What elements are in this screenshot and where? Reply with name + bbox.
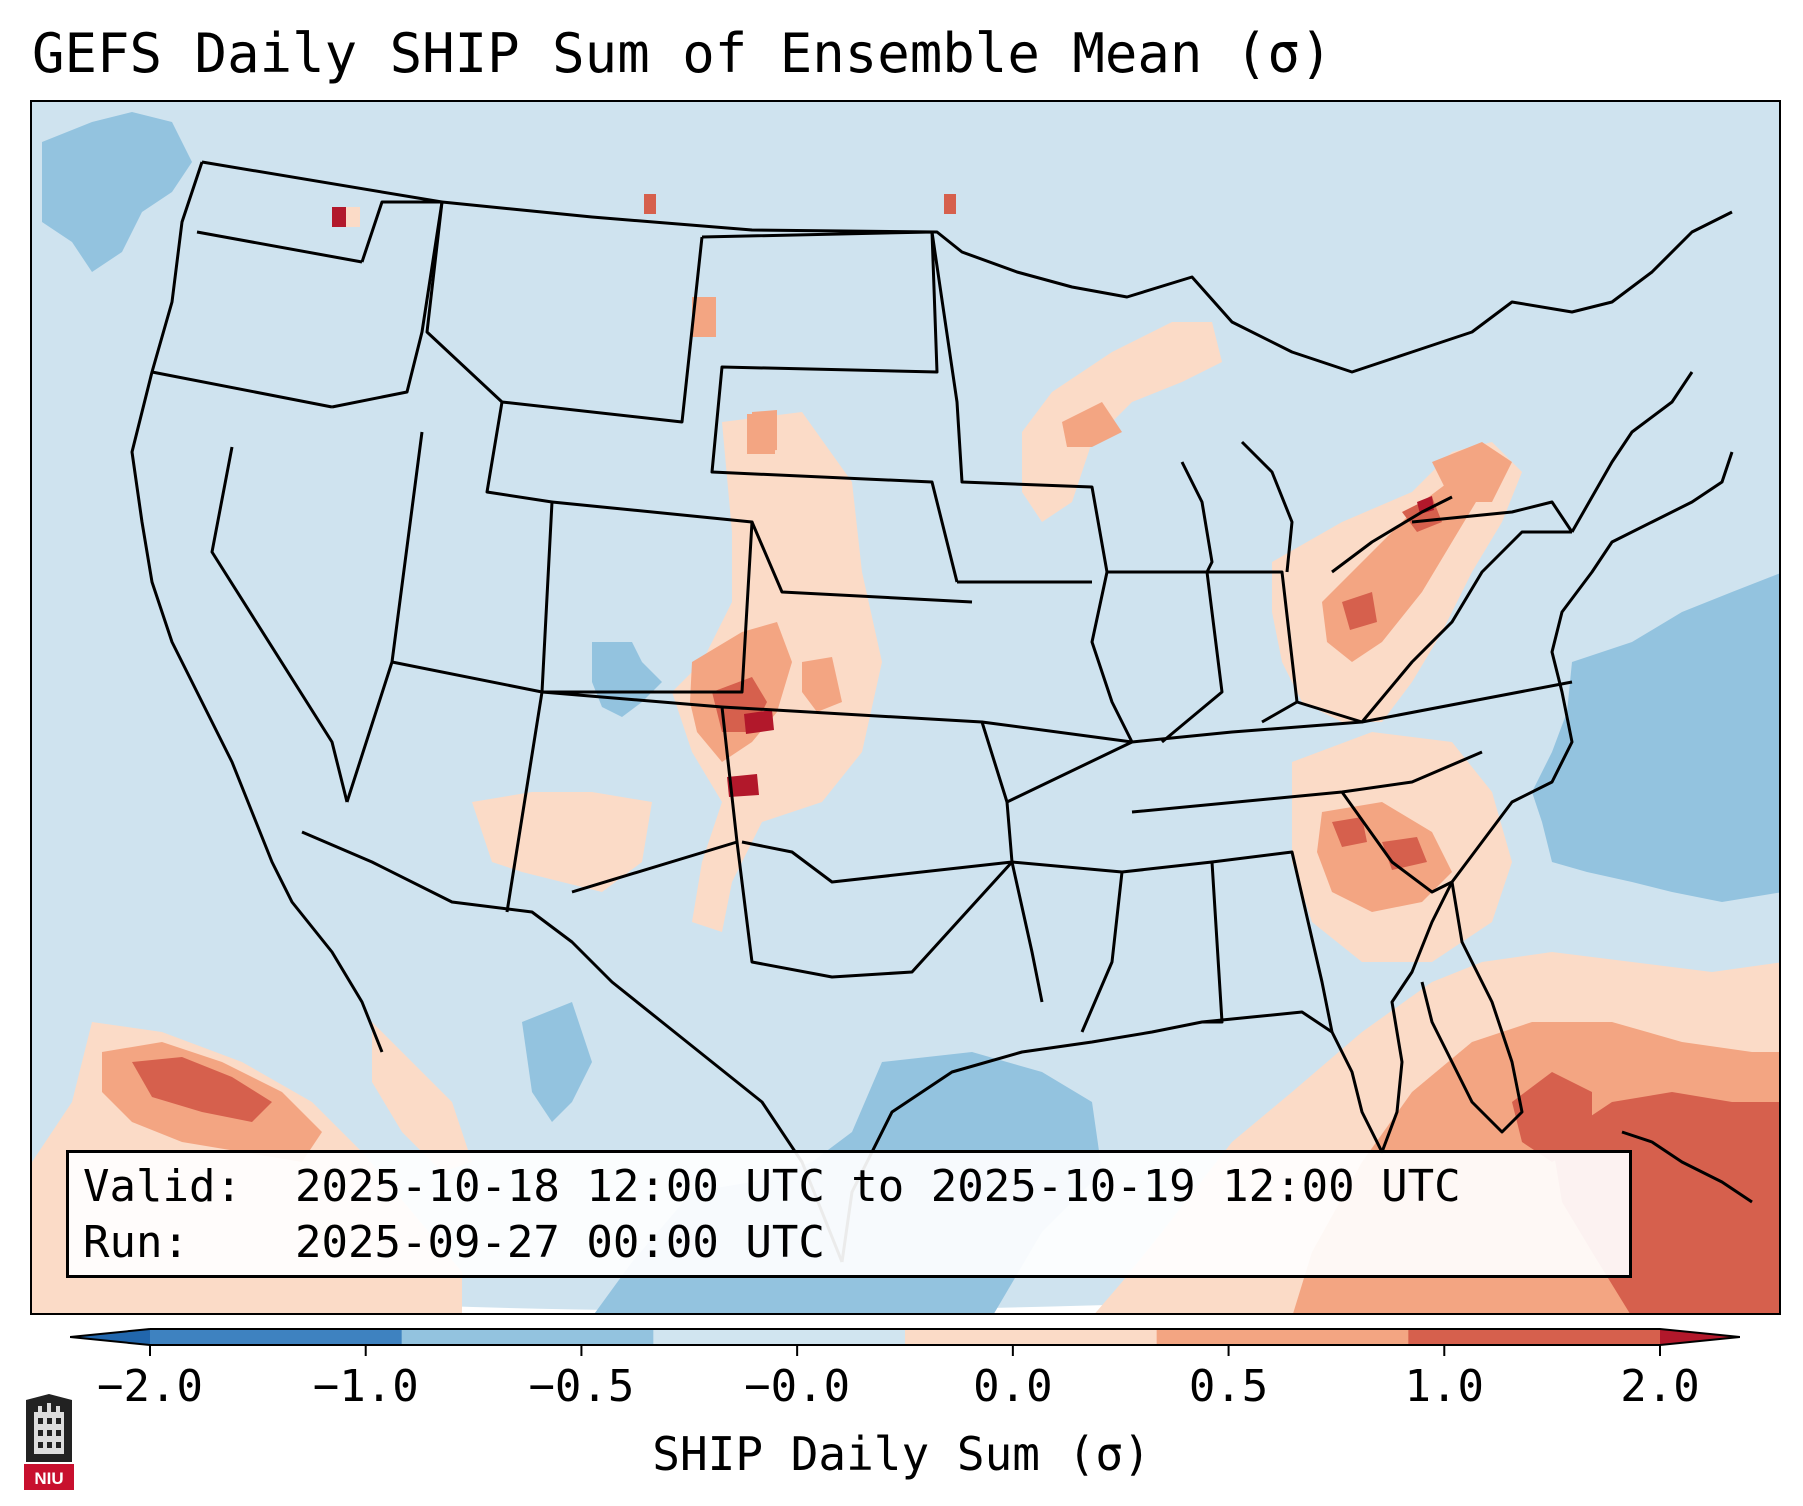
colorbar-label: SHIP Daily Sum (σ) (652, 1427, 1151, 1481)
mexico-negative-region (522, 1002, 592, 1122)
florida-east (1420, 881, 1524, 1134)
colorbar-extend-high (1660, 1329, 1740, 1345)
carolinas-positive-strong (1332, 817, 1367, 847)
kansas-positive-medium (802, 657, 842, 712)
colorado-positive-dark-2 (727, 774, 759, 797)
north-dakota-positive-cell (944, 194, 956, 214)
east-coast (1450, 451, 1734, 883)
colorbar-tick-label: −0.0 (744, 1361, 851, 1412)
niu-logo: NIU (24, 1394, 74, 1490)
az-nm-border (505, 691, 544, 913)
id-border (331, 200, 444, 409)
colorbar-tick-label: −1.0 (312, 1361, 419, 1412)
logo-text: NIU (34, 1469, 63, 1488)
ca-nv-border (210, 446, 349, 803)
pa-ny-border (1411, 500, 1574, 533)
colorbar-tick-label: 1.0 (1404, 1361, 1485, 1412)
upper-midwest-positive-light (1022, 322, 1222, 522)
run-label: Run: (83, 1217, 189, 1268)
washington-positive-cell-2 (346, 207, 360, 227)
colorbar-tick-label: 0.5 (1188, 1361, 1269, 1412)
wisconsin-positive-medium (1062, 402, 1122, 447)
colorado-positive-dark-1 (744, 710, 774, 734)
us-canada-border (201, 160, 1733, 374)
ar-la-border (1011, 860, 1124, 1033)
ms-al-border (1121, 860, 1224, 1024)
mo-ar-border (981, 720, 1133, 744)
or-ca-border (151, 370, 333, 409)
valid-row: Valid: 2025-10-18 12:00 UTC to 2025-10-1… (83, 1159, 1615, 1215)
colorbar (70, 1328, 1740, 1356)
run-value: 2025-09-27 00:00 UTC (295, 1217, 825, 1268)
west-coast (130, 161, 384, 1053)
ohio-positive-strong (1342, 592, 1377, 630)
ne-ks-border (750, 521, 973, 604)
tx-border (735, 841, 1044, 1003)
colorbar-tick-label: 0.0 (973, 1361, 1053, 1412)
washington-positive-cell (332, 207, 346, 227)
colorbar-segment (905, 1329, 1158, 1345)
colorbar-segments (150, 1329, 1661, 1345)
colorbar-segment (150, 1329, 403, 1345)
gulf-coast (840, 881, 1454, 1263)
great-lakes-erie (1331, 495, 1453, 574)
southwest-positive-light (472, 792, 652, 892)
in-oh-border (1207, 570, 1299, 724)
il-in-border (1107, 570, 1224, 744)
florida-positive-strong (1512, 1072, 1592, 1162)
colorbar-tick-label: 2.0 (1620, 1361, 1700, 1412)
colorbar-segment (401, 1329, 654, 1345)
colorbar-segment (1408, 1329, 1661, 1345)
wy-co-border (542, 500, 754, 694)
great-lakes-michigan (1180, 440, 1294, 573)
pacific-mexico-positive-strong (132, 1057, 272, 1122)
valid-run-info-box: Valid: 2025-10-18 12:00 UTC to 2025-10-1… (66, 1150, 1632, 1278)
montana-positive-cell (644, 194, 656, 214)
colorbar-extend-low (70, 1329, 150, 1345)
boundary-lines (130, 160, 1753, 1263)
new-york-positive-medium (1432, 442, 1512, 502)
wa-or-border (196, 230, 363, 264)
mt-wy-border (425, 201, 704, 424)
co-nm-border (541, 690, 739, 894)
colorbar-tick-label: −0.5 (528, 1361, 635, 1412)
chart-title: GEFS Daily SHIP Sum of Ensemble Mean (σ) (32, 22, 1333, 85)
tn-ky-border (1131, 680, 1573, 744)
ky-wv-va (1296, 530, 1572, 724)
tn-south-border (1131, 750, 1483, 814)
valid-label: Valid: (83, 1161, 242, 1212)
map-panel (30, 100, 1781, 1315)
atlantic-negative-region (1532, 573, 1779, 902)
run-row: Run: 2025-09-27 00:00 UTC (83, 1215, 1615, 1271)
colorbar-ticks (149, 1345, 1661, 1356)
logo-banner (24, 1464, 74, 1490)
al-ga-border (1211, 850, 1334, 1033)
cuba-outline (1621, 1130, 1753, 1204)
colorbar-segment (653, 1329, 906, 1345)
valid-value: 2025-10-18 12:00 UTC to 2025-10-19 12:00… (295, 1161, 1461, 1212)
baja-positive-light (372, 1022, 472, 1172)
northwest-negative-region (42, 112, 192, 272)
sd-positive-cell (747, 414, 775, 454)
ny-ne (1570, 371, 1694, 533)
colorbar-tick-label: −2.0 (97, 1361, 203, 1412)
sc-ga-border (1340, 791, 1453, 894)
colorbar-segment (1156, 1329, 1409, 1345)
